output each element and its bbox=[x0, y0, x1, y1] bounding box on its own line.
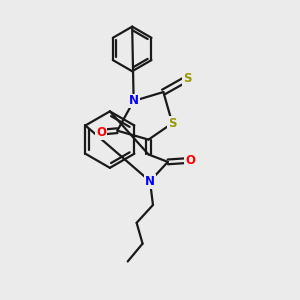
Text: S: S bbox=[168, 117, 176, 130]
Text: O: O bbox=[96, 126, 106, 139]
Text: N: N bbox=[129, 94, 139, 107]
Text: N: N bbox=[145, 175, 155, 188]
Text: O: O bbox=[185, 154, 195, 167]
Text: S: S bbox=[183, 72, 191, 85]
